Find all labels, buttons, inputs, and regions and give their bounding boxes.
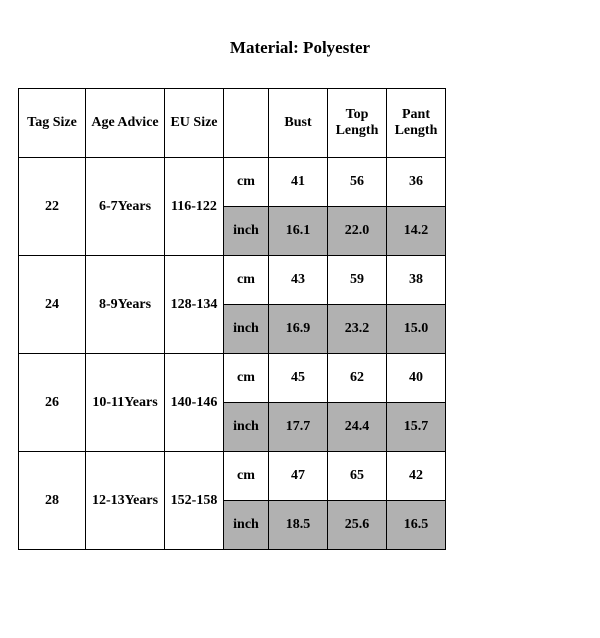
material-title: Material: Polyester	[0, 38, 600, 58]
header-pant-length: Pant Length	[387, 89, 446, 158]
header-bust: Bust	[269, 89, 328, 158]
cell-tag: 22	[19, 158, 86, 256]
cell-top-cm: 56	[328, 158, 387, 207]
cell-bust-cm: 47	[269, 452, 328, 501]
cell-pant-inch: 16.5	[387, 501, 446, 550]
cell-top-cm: 65	[328, 452, 387, 501]
cell-bust-cm: 45	[269, 354, 328, 403]
cell-pant-cm: 38	[387, 256, 446, 305]
cell-pant-cm: 36	[387, 158, 446, 207]
table-row: 26 10-11Years 140-146 cm 45 62 40	[19, 354, 446, 403]
table-row: 22 6-7Years 116-122 cm 41 56 36	[19, 158, 446, 207]
cell-top-inch: 22.0	[328, 207, 387, 256]
header-tag-size: Tag Size	[19, 89, 86, 158]
table-row: 28 12-13Years 152-158 cm 47 65 42	[19, 452, 446, 501]
cell-bust-cm: 41	[269, 158, 328, 207]
cell-top-cm: 62	[328, 354, 387, 403]
cell-age: 12-13Years	[86, 452, 165, 550]
cell-pant-inch: 14.2	[387, 207, 446, 256]
cell-bust-inch: 16.9	[269, 305, 328, 354]
size-chart-table: Tag Size Age Advice EU Size Bust Top Len…	[18, 88, 446, 550]
cell-unit-cm: cm	[224, 256, 269, 305]
cell-pant-cm: 42	[387, 452, 446, 501]
cell-bust-cm: 43	[269, 256, 328, 305]
cell-age: 10-11Years	[86, 354, 165, 452]
cell-eu: 128-134	[165, 256, 224, 354]
cell-pant-inch: 15.0	[387, 305, 446, 354]
cell-unit-cm: cm	[224, 158, 269, 207]
header-row: Tag Size Age Advice EU Size Bust Top Len…	[19, 89, 446, 158]
cell-age: 8-9Years	[86, 256, 165, 354]
cell-eu: 140-146	[165, 354, 224, 452]
cell-eu: 116-122	[165, 158, 224, 256]
cell-unit-inch: inch	[224, 305, 269, 354]
header-eu-size: EU Size	[165, 89, 224, 158]
header-blank	[224, 89, 269, 158]
cell-tag: 26	[19, 354, 86, 452]
cell-top-cm: 59	[328, 256, 387, 305]
cell-unit-cm: cm	[224, 354, 269, 403]
cell-bust-inch: 18.5	[269, 501, 328, 550]
cell-top-inch: 23.2	[328, 305, 387, 354]
cell-bust-inch: 16.1	[269, 207, 328, 256]
cell-top-inch: 24.4	[328, 403, 387, 452]
cell-pant-inch: 15.7	[387, 403, 446, 452]
cell-unit-inch: inch	[224, 403, 269, 452]
cell-eu: 152-158	[165, 452, 224, 550]
cell-tag: 24	[19, 256, 86, 354]
table-row: 24 8-9Years 128-134 cm 43 59 38	[19, 256, 446, 305]
header-top-length: Top Length	[328, 89, 387, 158]
cell-unit-inch: inch	[224, 501, 269, 550]
cell-pant-cm: 40	[387, 354, 446, 403]
cell-unit-inch: inch	[224, 207, 269, 256]
header-age-advice: Age Advice	[86, 89, 165, 158]
cell-bust-inch: 17.7	[269, 403, 328, 452]
cell-top-inch: 25.6	[328, 501, 387, 550]
cell-age: 6-7Years	[86, 158, 165, 256]
cell-tag: 28	[19, 452, 86, 550]
cell-unit-cm: cm	[224, 452, 269, 501]
